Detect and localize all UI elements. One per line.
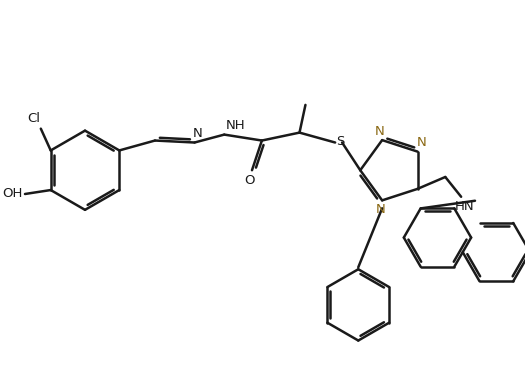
Text: HN: HN: [454, 200, 474, 213]
Text: OH: OH: [2, 187, 22, 201]
Text: N: N: [375, 203, 385, 216]
Text: NH: NH: [225, 119, 245, 132]
Text: S: S: [336, 135, 345, 148]
Text: O: O: [244, 174, 254, 187]
Text: N: N: [193, 127, 203, 140]
Text: Cl: Cl: [27, 112, 41, 125]
Text: N: N: [417, 136, 427, 149]
Text: N: N: [375, 125, 384, 138]
